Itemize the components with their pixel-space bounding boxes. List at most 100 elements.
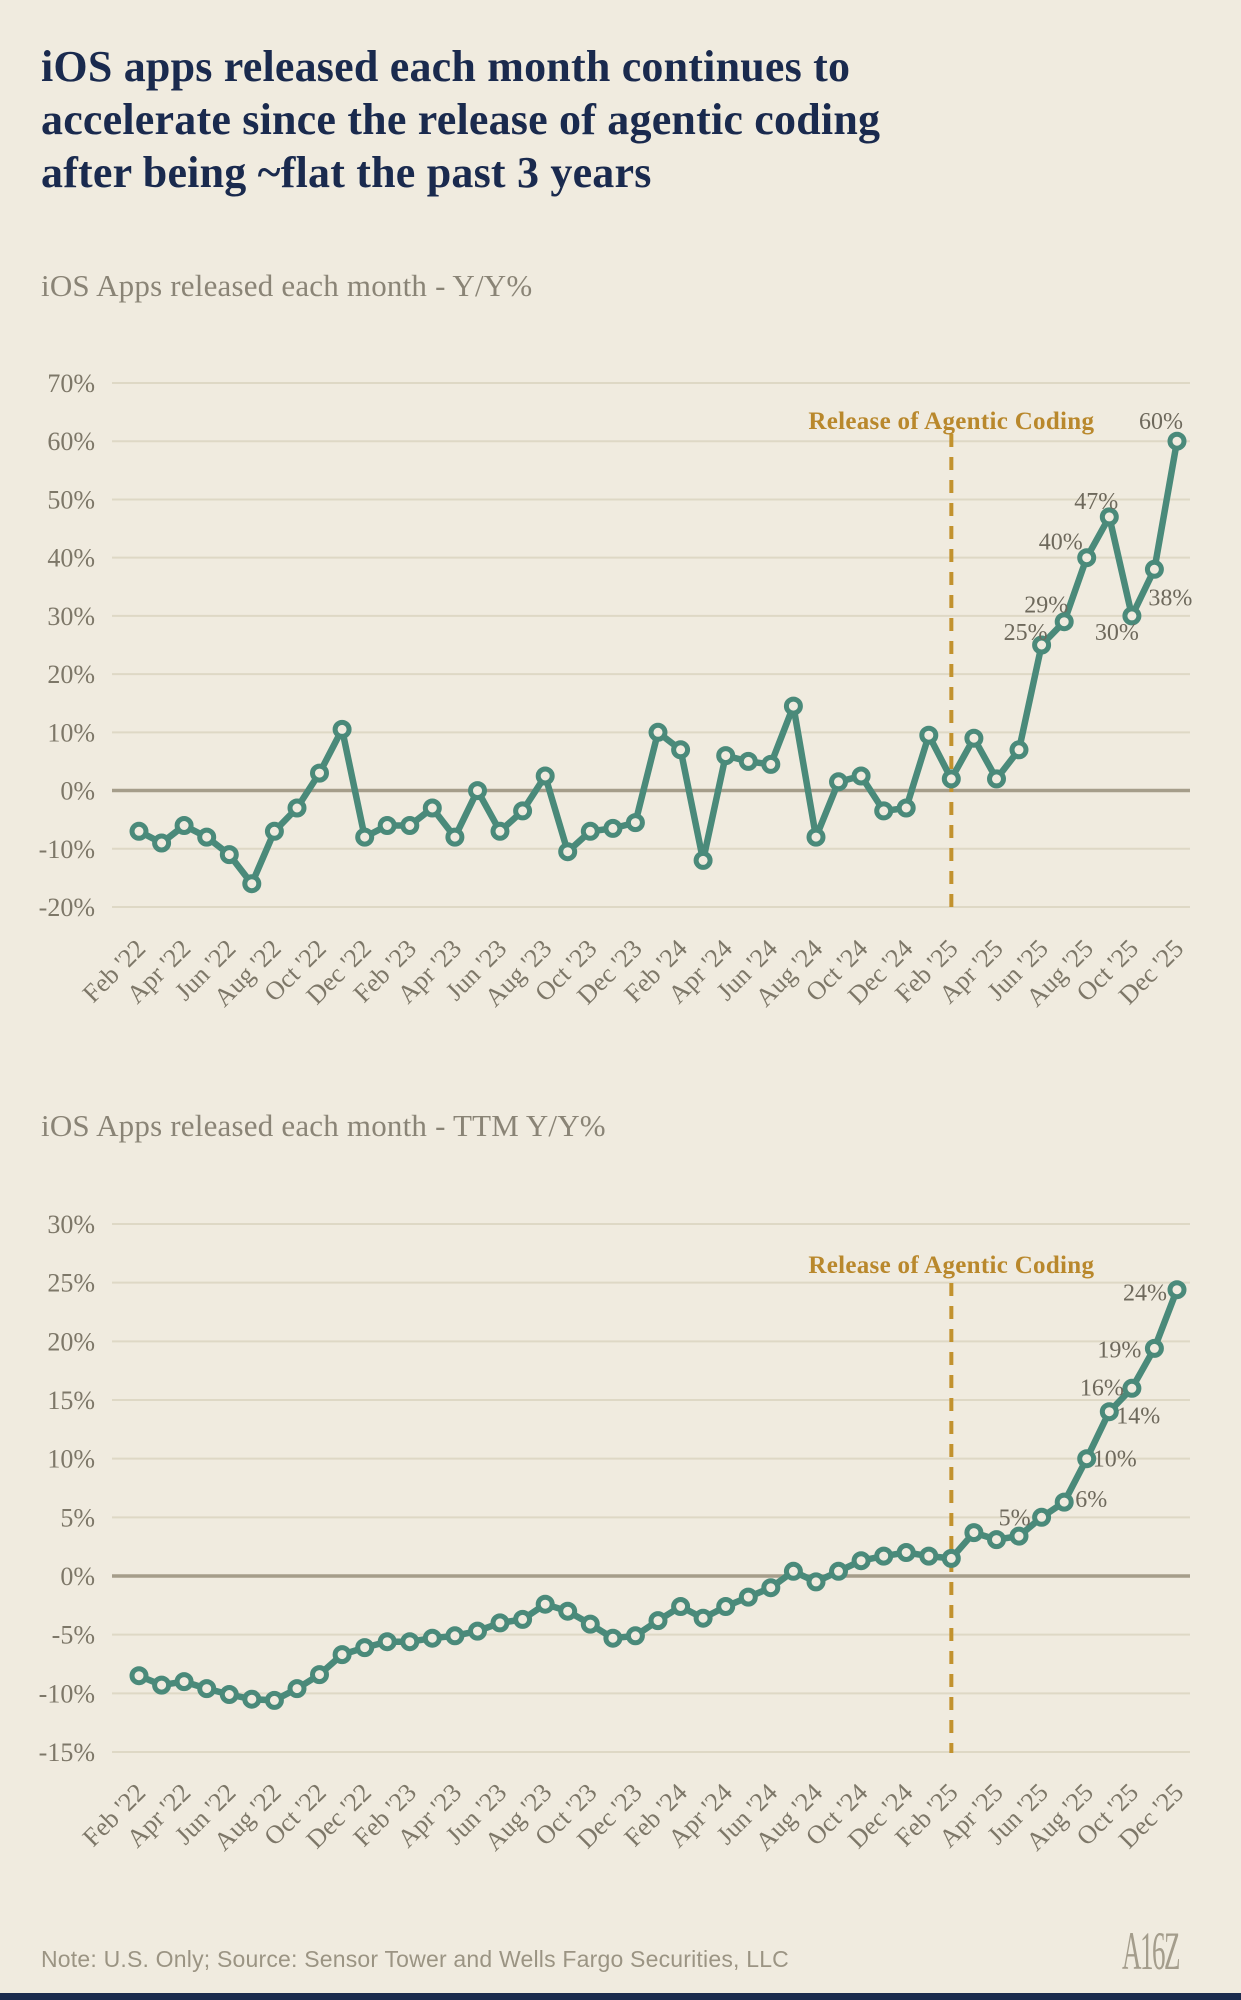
data-point bbox=[535, 1594, 555, 1614]
data-point bbox=[1032, 1507, 1052, 1527]
data-point bbox=[445, 1626, 465, 1646]
data-point bbox=[197, 827, 217, 847]
data-point bbox=[219, 845, 239, 865]
point-value-label: 29% bbox=[1024, 593, 1068, 619]
y-tick-label: 5% bbox=[60, 1503, 95, 1532]
point-value-label: 60% bbox=[1139, 409, 1183, 435]
data-point bbox=[355, 1638, 375, 1658]
y-tick-label: 50% bbox=[47, 485, 95, 514]
data-point bbox=[941, 769, 961, 789]
point-value-label: 14% bbox=[1116, 1404, 1160, 1430]
data-point bbox=[625, 1626, 645, 1646]
data-point bbox=[625, 813, 645, 833]
data-point bbox=[174, 816, 194, 835]
data-point bbox=[919, 1546, 939, 1566]
data-point bbox=[1099, 507, 1119, 527]
data-point bbox=[761, 1578, 781, 1598]
data-point bbox=[987, 769, 1006, 789]
data-point bbox=[829, 1561, 848, 1581]
chart2-y-axis-labels: 30% 25% 20% 15% 10% 5% 0% -5% -10% -15% bbox=[39, 1210, 95, 1767]
data-point bbox=[310, 763, 329, 783]
data-point bbox=[648, 1611, 668, 1631]
y-tick-label: 25% bbox=[47, 1269, 95, 1298]
data-point bbox=[806, 1572, 826, 1592]
data-point bbox=[1122, 606, 1142, 626]
y-tick-label: 10% bbox=[47, 1445, 95, 1474]
data-point bbox=[851, 1551, 871, 1571]
data-point bbox=[1009, 740, 1029, 760]
point-value-label: 19% bbox=[1097, 1337, 1141, 1363]
data-point bbox=[468, 781, 487, 801]
y-tick-label: 40% bbox=[47, 544, 95, 573]
footer-note: Note: U.S. Only; Source: Sensor Tower an… bbox=[41, 1946, 789, 1972]
data-point bbox=[400, 1632, 420, 1652]
data-point bbox=[693, 1608, 713, 1628]
data-point bbox=[490, 821, 510, 841]
data-point bbox=[355, 827, 375, 847]
point-value-label: 6% bbox=[1075, 1487, 1107, 1513]
data-point bbox=[851, 766, 871, 786]
a16z-logo: A16Z bbox=[1122, 1921, 1180, 1981]
chart1-annotations: 25%29% 40% 47% 30% 38% 60% bbox=[1004, 409, 1193, 646]
data-point bbox=[377, 816, 397, 835]
data-point bbox=[1009, 1526, 1029, 1546]
page-title-line-3: after being ~flat the past 3 years bbox=[41, 148, 652, 197]
page-title-line-1: iOS apps released each month continues t… bbox=[41, 42, 851, 91]
point-value-label: 25% bbox=[1004, 620, 1048, 646]
data-point bbox=[558, 1601, 578, 1621]
point-value-label: 38% bbox=[1148, 585, 1192, 611]
page-title: iOS apps released each month continues t… bbox=[41, 40, 1141, 199]
y-tick-label: -15% bbox=[39, 1738, 95, 1767]
page-title-line-2: accelerate since the release of agentic … bbox=[41, 95, 881, 144]
release-label: Release of Agentic Coding bbox=[808, 408, 1094, 435]
bottom-accent-bar bbox=[0, 1993, 1241, 2000]
y-tick-label: -10% bbox=[39, 835, 95, 864]
data-point bbox=[716, 746, 736, 766]
point-value-label: 5% bbox=[999, 1505, 1031, 1531]
data-point bbox=[1167, 1280, 1187, 1300]
data-point bbox=[513, 801, 533, 821]
data-point bbox=[422, 798, 442, 818]
data-point bbox=[580, 1614, 600, 1634]
data-point bbox=[1077, 1449, 1097, 1469]
data-point bbox=[603, 1628, 623, 1648]
chart1-points bbox=[129, 431, 1187, 894]
data-point bbox=[761, 754, 781, 774]
y-tick-label: -5% bbox=[52, 1621, 95, 1650]
data-point bbox=[1122, 1378, 1142, 1398]
data-point bbox=[422, 1628, 442, 1648]
data-point bbox=[919, 725, 939, 745]
y-tick-label: -20% bbox=[39, 893, 95, 922]
data-point bbox=[693, 850, 713, 870]
data-point bbox=[1144, 1338, 1164, 1358]
point-value-label: 30% bbox=[1095, 620, 1139, 646]
data-point bbox=[377, 1632, 397, 1652]
chart2-annotations: 5% 6% 10% 14% 16% 19% 24% bbox=[999, 1281, 1167, 1532]
chart2: 30% 25% 20% 15% 10% 5% 0% -5% -10% -15% Feb '22Apr… bbox=[39, 1210, 1190, 1856]
data-point bbox=[783, 696, 803, 716]
chart2-points bbox=[129, 1280, 1187, 1710]
data-point bbox=[242, 1689, 262, 1709]
data-point bbox=[829, 772, 848, 792]
data-point bbox=[310, 1665, 329, 1685]
data-point bbox=[580, 821, 600, 841]
data-point bbox=[535, 766, 555, 786]
data-point bbox=[1144, 559, 1164, 579]
release-label: Release of Agentic Coding bbox=[808, 1252, 1094, 1279]
data-point bbox=[1054, 1492, 1074, 1512]
y-tick-label: 0% bbox=[60, 1562, 95, 1591]
data-point bbox=[671, 1597, 691, 1616]
data-point bbox=[941, 1548, 961, 1568]
data-point bbox=[332, 1645, 352, 1665]
y-tick-label: 60% bbox=[47, 427, 95, 456]
data-point bbox=[783, 1561, 803, 1581]
data-point bbox=[1167, 431, 1187, 451]
chart1-y-axis-labels: 70% 60% 50% 40% 30% 20% 10% 0% -10% -20% bbox=[39, 369, 95, 922]
data-point bbox=[964, 1523, 984, 1543]
data-point bbox=[896, 798, 916, 818]
data-point bbox=[174, 1672, 194, 1692]
data-point bbox=[219, 1685, 239, 1704]
data-point bbox=[1054, 612, 1074, 632]
data-point bbox=[129, 821, 149, 841]
